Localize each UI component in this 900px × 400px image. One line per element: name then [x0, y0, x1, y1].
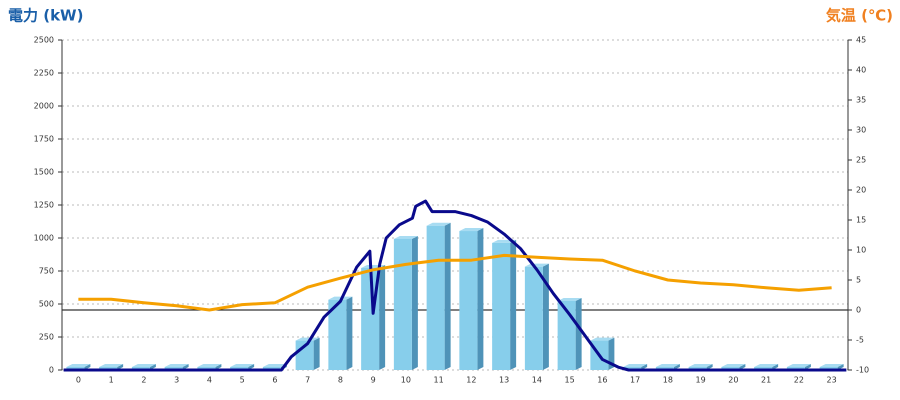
bar [393, 235, 418, 370]
x-tick-label: 12 [466, 376, 476, 385]
bar [459, 228, 484, 370]
y2-tick-label: 0 [856, 306, 861, 315]
bar-top [426, 222, 451, 226]
y2-tick-label: 15 [856, 216, 866, 225]
line [63, 199, 847, 372]
bar-side [575, 298, 582, 370]
y-tick-label: 250 [39, 333, 54, 342]
x-tick-label: 7 [305, 376, 310, 385]
bar-top [393, 235, 418, 239]
bar [361, 265, 386, 370]
bar-top [459, 228, 484, 232]
y2-tick-label: 10 [856, 246, 866, 255]
x-tick-label: 8 [338, 376, 343, 385]
bar-top [754, 364, 779, 367]
bar-top [524, 263, 549, 267]
y2-tick-label: -5 [856, 336, 864, 345]
bar-front [524, 266, 543, 370]
x-tick-label: 20 [728, 376, 738, 385]
bar-front [459, 231, 478, 370]
x-tick-label: 17 [630, 376, 640, 385]
x-tick-label: 11 [434, 376, 444, 385]
x-tick-label: 13 [499, 376, 509, 385]
y2-tick-label: 40 [856, 66, 866, 75]
x-tick-label: 16 [597, 376, 607, 385]
bar-side [444, 222, 451, 370]
bar-side [411, 235, 418, 370]
y-tick-label: 750 [39, 267, 54, 276]
bar-side [542, 263, 549, 370]
bar [492, 239, 517, 370]
x-tick-label: 9 [371, 376, 376, 385]
y-tick-label: 1000 [34, 234, 54, 243]
bar-top [623, 364, 648, 367]
bar-top [557, 298, 582, 301]
bar-top [786, 364, 811, 367]
bar-front [492, 242, 511, 370]
bar-top [819, 364, 844, 367]
bar [524, 263, 549, 370]
y2-tick-label: 20 [856, 186, 866, 195]
y2-tick-label: 5 [856, 276, 861, 285]
bar-top [655, 364, 680, 367]
y-tick-label: 1500 [34, 168, 54, 177]
y-tick-label: 1250 [34, 201, 54, 210]
y2-tick-label: 30 [856, 126, 866, 135]
bar [426, 222, 451, 370]
y2-axis-title: 気温 (℃) [826, 7, 893, 25]
bar-top [230, 364, 255, 367]
bar-side [510, 239, 517, 370]
y-tick-label: 2250 [34, 69, 54, 78]
bar-side [313, 337, 320, 370]
x-tick-label: 21 [761, 376, 771, 385]
y-tick-label: 0 [49, 366, 54, 375]
bar-top [66, 364, 91, 367]
x-tick-label: 1 [109, 376, 114, 385]
x-tick-label: 10 [401, 376, 411, 385]
bar-side [379, 265, 386, 370]
y2-tick-label: 45 [856, 36, 866, 45]
bar [328, 296, 353, 370]
x-tick-label: 22 [794, 376, 804, 385]
y-tick-label: 500 [39, 300, 54, 309]
bar-top [688, 364, 713, 367]
bar-top [262, 364, 287, 367]
x-tick-label: 0 [76, 376, 81, 385]
bar-side [477, 228, 484, 370]
bar-side [346, 296, 353, 370]
bar-top [721, 364, 746, 367]
bar-top [131, 364, 156, 367]
y2-tick-label: 35 [856, 96, 866, 105]
x-tick-label: 3 [174, 376, 179, 385]
x-tick-label: 5 [240, 376, 245, 385]
bar-front [328, 299, 347, 370]
y-tick-label: 2500 [34, 36, 54, 45]
bar-top [99, 364, 124, 367]
y-axis-title: 電力 (kW) [8, 7, 83, 25]
x-tick-label: 4 [207, 376, 212, 385]
y-tick-label: 1750 [34, 135, 54, 144]
x-tick-label: 2 [141, 376, 146, 385]
y2-tick-label: 25 [856, 156, 866, 165]
bar-front [426, 225, 445, 370]
bar-top [164, 364, 189, 367]
bar-top [590, 337, 615, 341]
y-tick-label: 2000 [34, 102, 54, 111]
x-tick-label: 15 [565, 376, 575, 385]
bar-front [393, 238, 412, 370]
x-tick-label: 14 [532, 376, 542, 385]
x-tick-label: 18 [663, 376, 673, 385]
bar-top [295, 337, 320, 341]
x-tick-label: 19 [696, 376, 706, 385]
y2-tick-label: -10 [856, 366, 869, 375]
x-tick-label: 23 [827, 376, 837, 385]
x-tick-label: 6 [272, 376, 277, 385]
bar [557, 298, 582, 370]
line [78, 253, 832, 312]
bar-top [197, 364, 222, 367]
